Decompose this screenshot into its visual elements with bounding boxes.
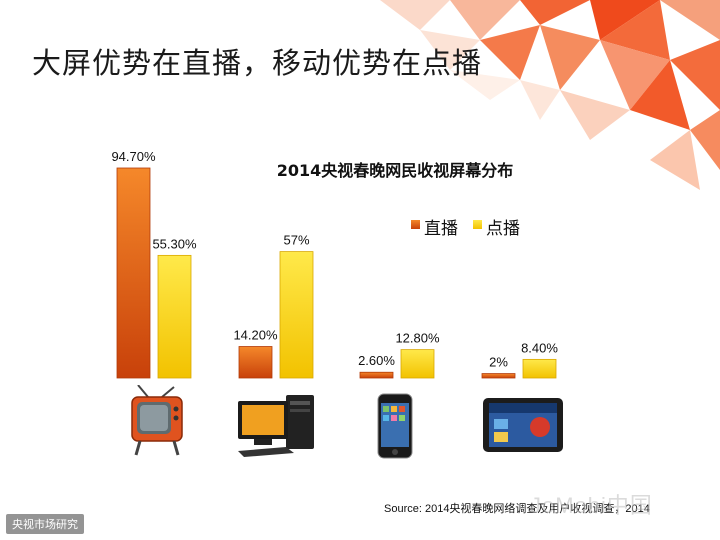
bars-group: [116, 167, 557, 379]
data-label-vod-3: 8.40%: [521, 340, 558, 355]
bar-vod-2: [400, 349, 435, 379]
data-labels-group: 94.70% 55.30% 14.20% 57% 2.60%12.80% 2% 8.40%: [111, 149, 558, 370]
bar-live-0: [116, 167, 151, 379]
data-label-vod-2: 12.80%: [395, 331, 440, 346]
slide-title: 大屏优势在直播，移动优势在点播: [32, 46, 483, 80]
legend-swatch-vod: [473, 220, 482, 229]
tv-icon: [131, 385, 183, 456]
data-label-vod-0: 55.30%: [152, 236, 197, 251]
source-note: Source: 2014央视春晚网络调查及用户收视调查，2014: [384, 503, 650, 515]
data-label-vod-1: 57%: [283, 233, 309, 248]
data-label-live-2: 2.60%: [358, 353, 395, 368]
legend-label-live: 直播: [424, 219, 458, 239]
tablet-icon: [483, 398, 563, 452]
smartphone-icon: [377, 393, 413, 459]
watermark-right: JoMobi中国: [530, 493, 653, 518]
bar-vod-3: [522, 358, 557, 379]
legend-label-vod: 点播: [486, 219, 520, 239]
bar-live-3: [481, 373, 516, 379]
bar-live-1: [238, 346, 273, 379]
watermark-left: 央视市场研究: [6, 514, 84, 534]
bar-live-2: [359, 371, 394, 379]
chart-title: 2014央视春晚网民收视屏幕分布: [277, 161, 514, 180]
data-label-live-3: 2%: [489, 355, 508, 370]
data-label-live-0: 94.70%: [111, 149, 156, 164]
desktop-computer-icon: [238, 395, 314, 457]
bar-vod-1: [279, 251, 314, 379]
legend-swatch-live: [411, 220, 420, 229]
legend: 直播 点播: [411, 219, 520, 239]
data-label-live-1: 14.20%: [233, 328, 278, 343]
bar-vod-0: [157, 254, 192, 379]
